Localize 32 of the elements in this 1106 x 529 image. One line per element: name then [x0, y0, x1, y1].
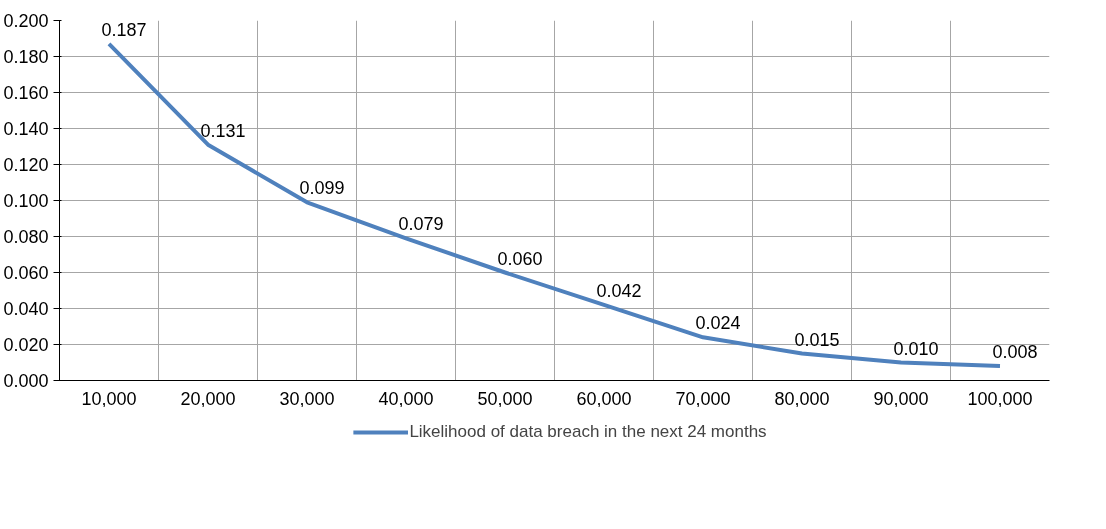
y-tick-label: 0.080 [3, 227, 49, 247]
x-tick-label: 30,000 [279, 388, 335, 409]
y-tick-label: 0.140 [3, 119, 49, 139]
data-label: 0.010 [893, 338, 939, 359]
y-tick-label: 0.120 [3, 155, 49, 175]
data-label: 0.131 [200, 120, 246, 141]
y-tick-label: 0.040 [3, 299, 49, 319]
x-tick-label: 70,000 [675, 388, 731, 409]
x-tick-label: 50,000 [477, 388, 533, 409]
legend-label: Likelihood of data breach in the next 24 months [409, 422, 767, 442]
y-tick-label: 0.160 [3, 83, 49, 103]
data-label: 0.008 [992, 342, 1038, 363]
y-tick-label: 0.000 [3, 371, 49, 391]
data-label: 0.015 [794, 329, 840, 350]
x-tick-label: 90,000 [873, 388, 929, 409]
y-tick-label: 0.020 [3, 335, 49, 355]
x-tick-label: 10,000 [81, 388, 137, 409]
x-tick-label: 100,000 [967, 388, 1033, 409]
y-tick-label: 0.060 [3, 263, 49, 283]
x-tick-label: 80,000 [774, 388, 830, 409]
x-tick-label: 40,000 [378, 388, 434, 409]
data-label: 0.042 [596, 280, 642, 301]
data-label: 0.099 [299, 178, 345, 199]
data-label: 0.060 [497, 248, 543, 269]
y-tick-label: 0.180 [3, 47, 49, 67]
y-tick-label: 0.200 [3, 11, 49, 31]
x-tick-label: 60,000 [576, 388, 632, 409]
data-label: 0.079 [398, 214, 444, 235]
y-tick-label: 0.100 [3, 191, 49, 211]
x-tick-label: 20,000 [180, 388, 236, 409]
data-label: 0.024 [695, 313, 741, 334]
data-label: 0.187 [101, 19, 147, 40]
